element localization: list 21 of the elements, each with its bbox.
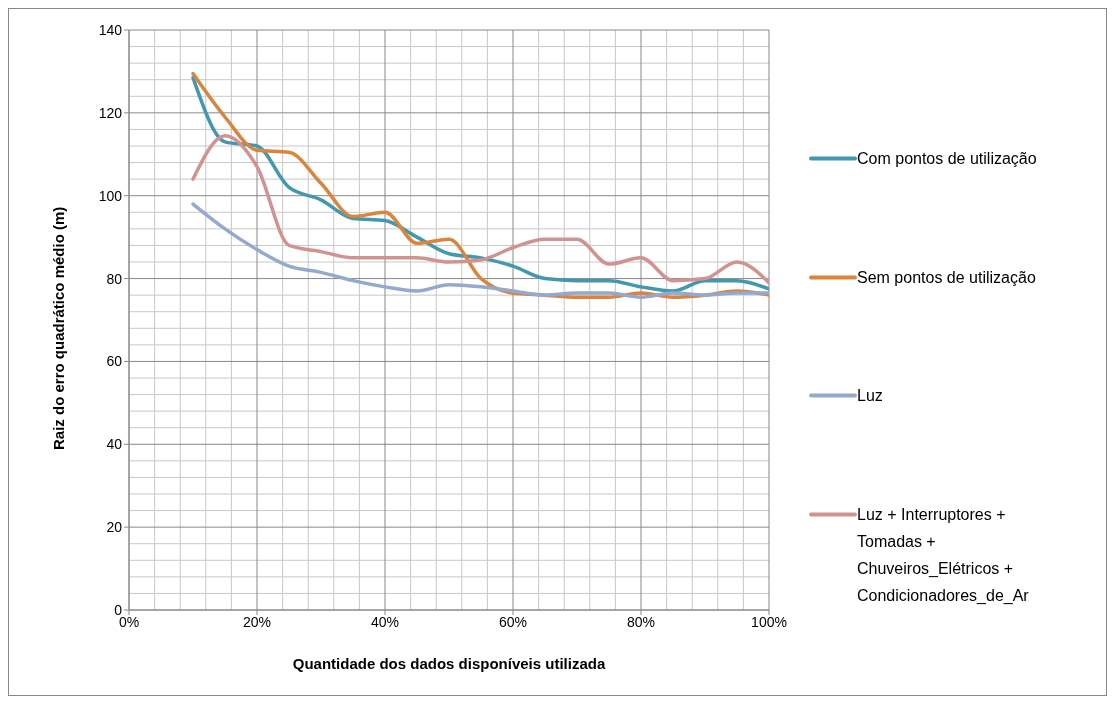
x-tick-label: 20%	[242, 613, 272, 630]
legend-label: Com pontos de utilização	[857, 148, 1037, 169]
x-tick-label: 100%	[751, 613, 787, 630]
y-tick-label: 100	[98, 187, 123, 204]
line-series	[191, 133, 769, 285]
y-tick-label: 140	[98, 21, 123, 38]
y-tick-label: 80	[106, 270, 123, 287]
y-tick-label: 20	[106, 519, 123, 536]
y-tick-label: 60	[106, 353, 123, 370]
legend-label: Sem pontos de utilização	[857, 267, 1036, 288]
y-tick-label: 120	[98, 104, 123, 121]
legend-label: Luz + Interruptores + Tomadas + Chuveiros_Elétricos + Condicionadores_de_Ar	[857, 505, 1030, 607]
x-tick-label: 40%	[370, 613, 400, 630]
y-tick-label: 40	[106, 436, 123, 453]
y-tick-label: 0	[114, 601, 123, 618]
legend-label: Luz	[857, 386, 883, 407]
y-axis-title: Raiz do erro quadrático médio (m)	[50, 206, 68, 450]
x-tick-label: 60%	[498, 613, 528, 630]
line-series	[191, 202, 769, 299]
x-axis-title: Quantidade dos dados disponíveis utilizada	[292, 655, 606, 672]
x-tick-label: 80%	[626, 613, 656, 630]
